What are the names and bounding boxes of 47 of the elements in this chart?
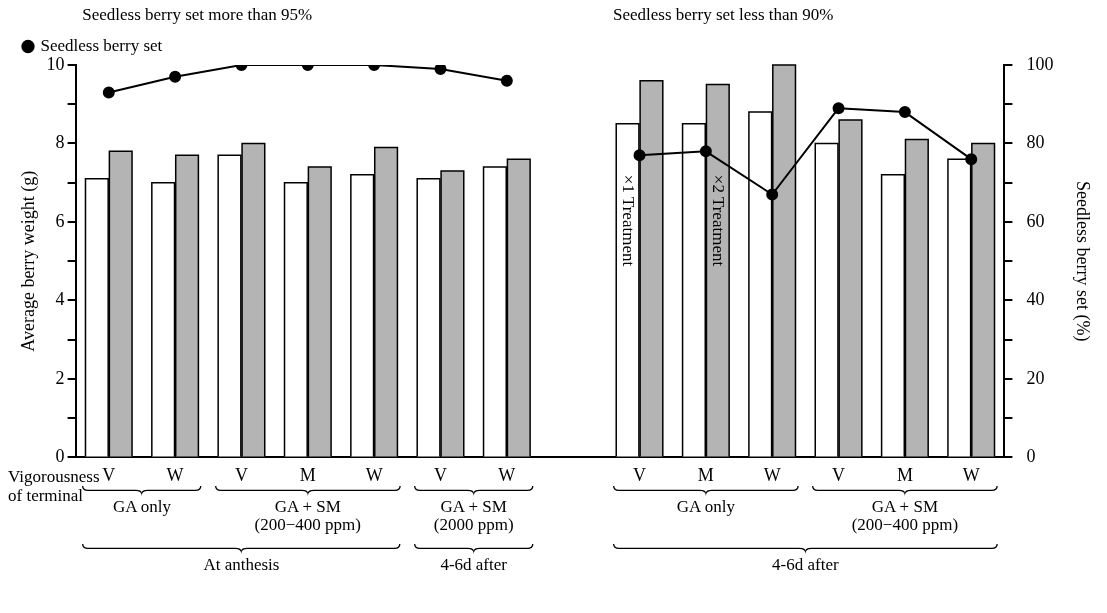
y2-axis-title: Seedless berry set (%) [1072, 180, 1094, 342]
x-tick-label: V [234, 464, 248, 485]
x-tick-label: V [633, 464, 647, 485]
x-tick-label: M [299, 464, 316, 485]
y-axis-title: Average berry weight (g) [17, 170, 39, 352]
y-tick-label: 4 [55, 289, 65, 310]
y-tick-label: 2 [55, 367, 65, 388]
x-tick-label: V [832, 464, 846, 485]
point [832, 102, 845, 115]
text: At anthesis [203, 554, 280, 574]
point [898, 106, 911, 119]
text: Seedless berry set more than 95% [82, 5, 313, 25]
point [434, 65, 447, 75]
text: 4-6d after [772, 554, 839, 574]
text: GA only [112, 496, 172, 516]
y2-tick-label: 40 [1026, 289, 1045, 310]
point [102, 86, 115, 99]
y2-tick-label: 80 [1026, 132, 1045, 153]
y-tick-label: 0 [55, 446, 65, 467]
point [500, 74, 513, 87]
y-tick-label: 8 [55, 132, 65, 153]
text: 4-6d after [440, 554, 508, 574]
point [169, 70, 182, 83]
x-tick-label: W [498, 464, 516, 485]
text: GA only [676, 496, 736, 516]
x-tick-label: V [102, 464, 116, 485]
y-tick-label: 10 [46, 53, 65, 74]
text: GA + SM (200−400 ppm) [851, 496, 959, 534]
series-label: ×1 Treatment [619, 174, 639, 267]
x-tick-label: W [166, 464, 184, 485]
text: Seedless berry set less than 90% [612, 5, 834, 25]
text: GA + SM (200−400 ppm) [254, 496, 361, 534]
x-tick-label: W [763, 464, 781, 485]
y2-tick-label: 60 [1026, 210, 1045, 231]
x-tick-label: V [433, 464, 447, 485]
series-label: ×2 Treatment [709, 174, 729, 267]
legend-label: Seedless berry set [40, 35, 163, 55]
y2-tick-label: 20 [1026, 367, 1045, 388]
y2-tick-label: 100 [1026, 53, 1054, 74]
x-tick-label: W [365, 464, 383, 485]
text: GA + SM (2000 ppm) [433, 496, 514, 534]
x-axis-title: Vigorousness of terminal [8, 466, 100, 505]
y2-tick-label: 0 [1026, 446, 1036, 467]
y-tick-label: 6 [55, 210, 65, 231]
x-tick-label: W [962, 464, 980, 485]
x-tick-label: M [697, 464, 714, 485]
x-tick-label: M [896, 464, 913, 485]
